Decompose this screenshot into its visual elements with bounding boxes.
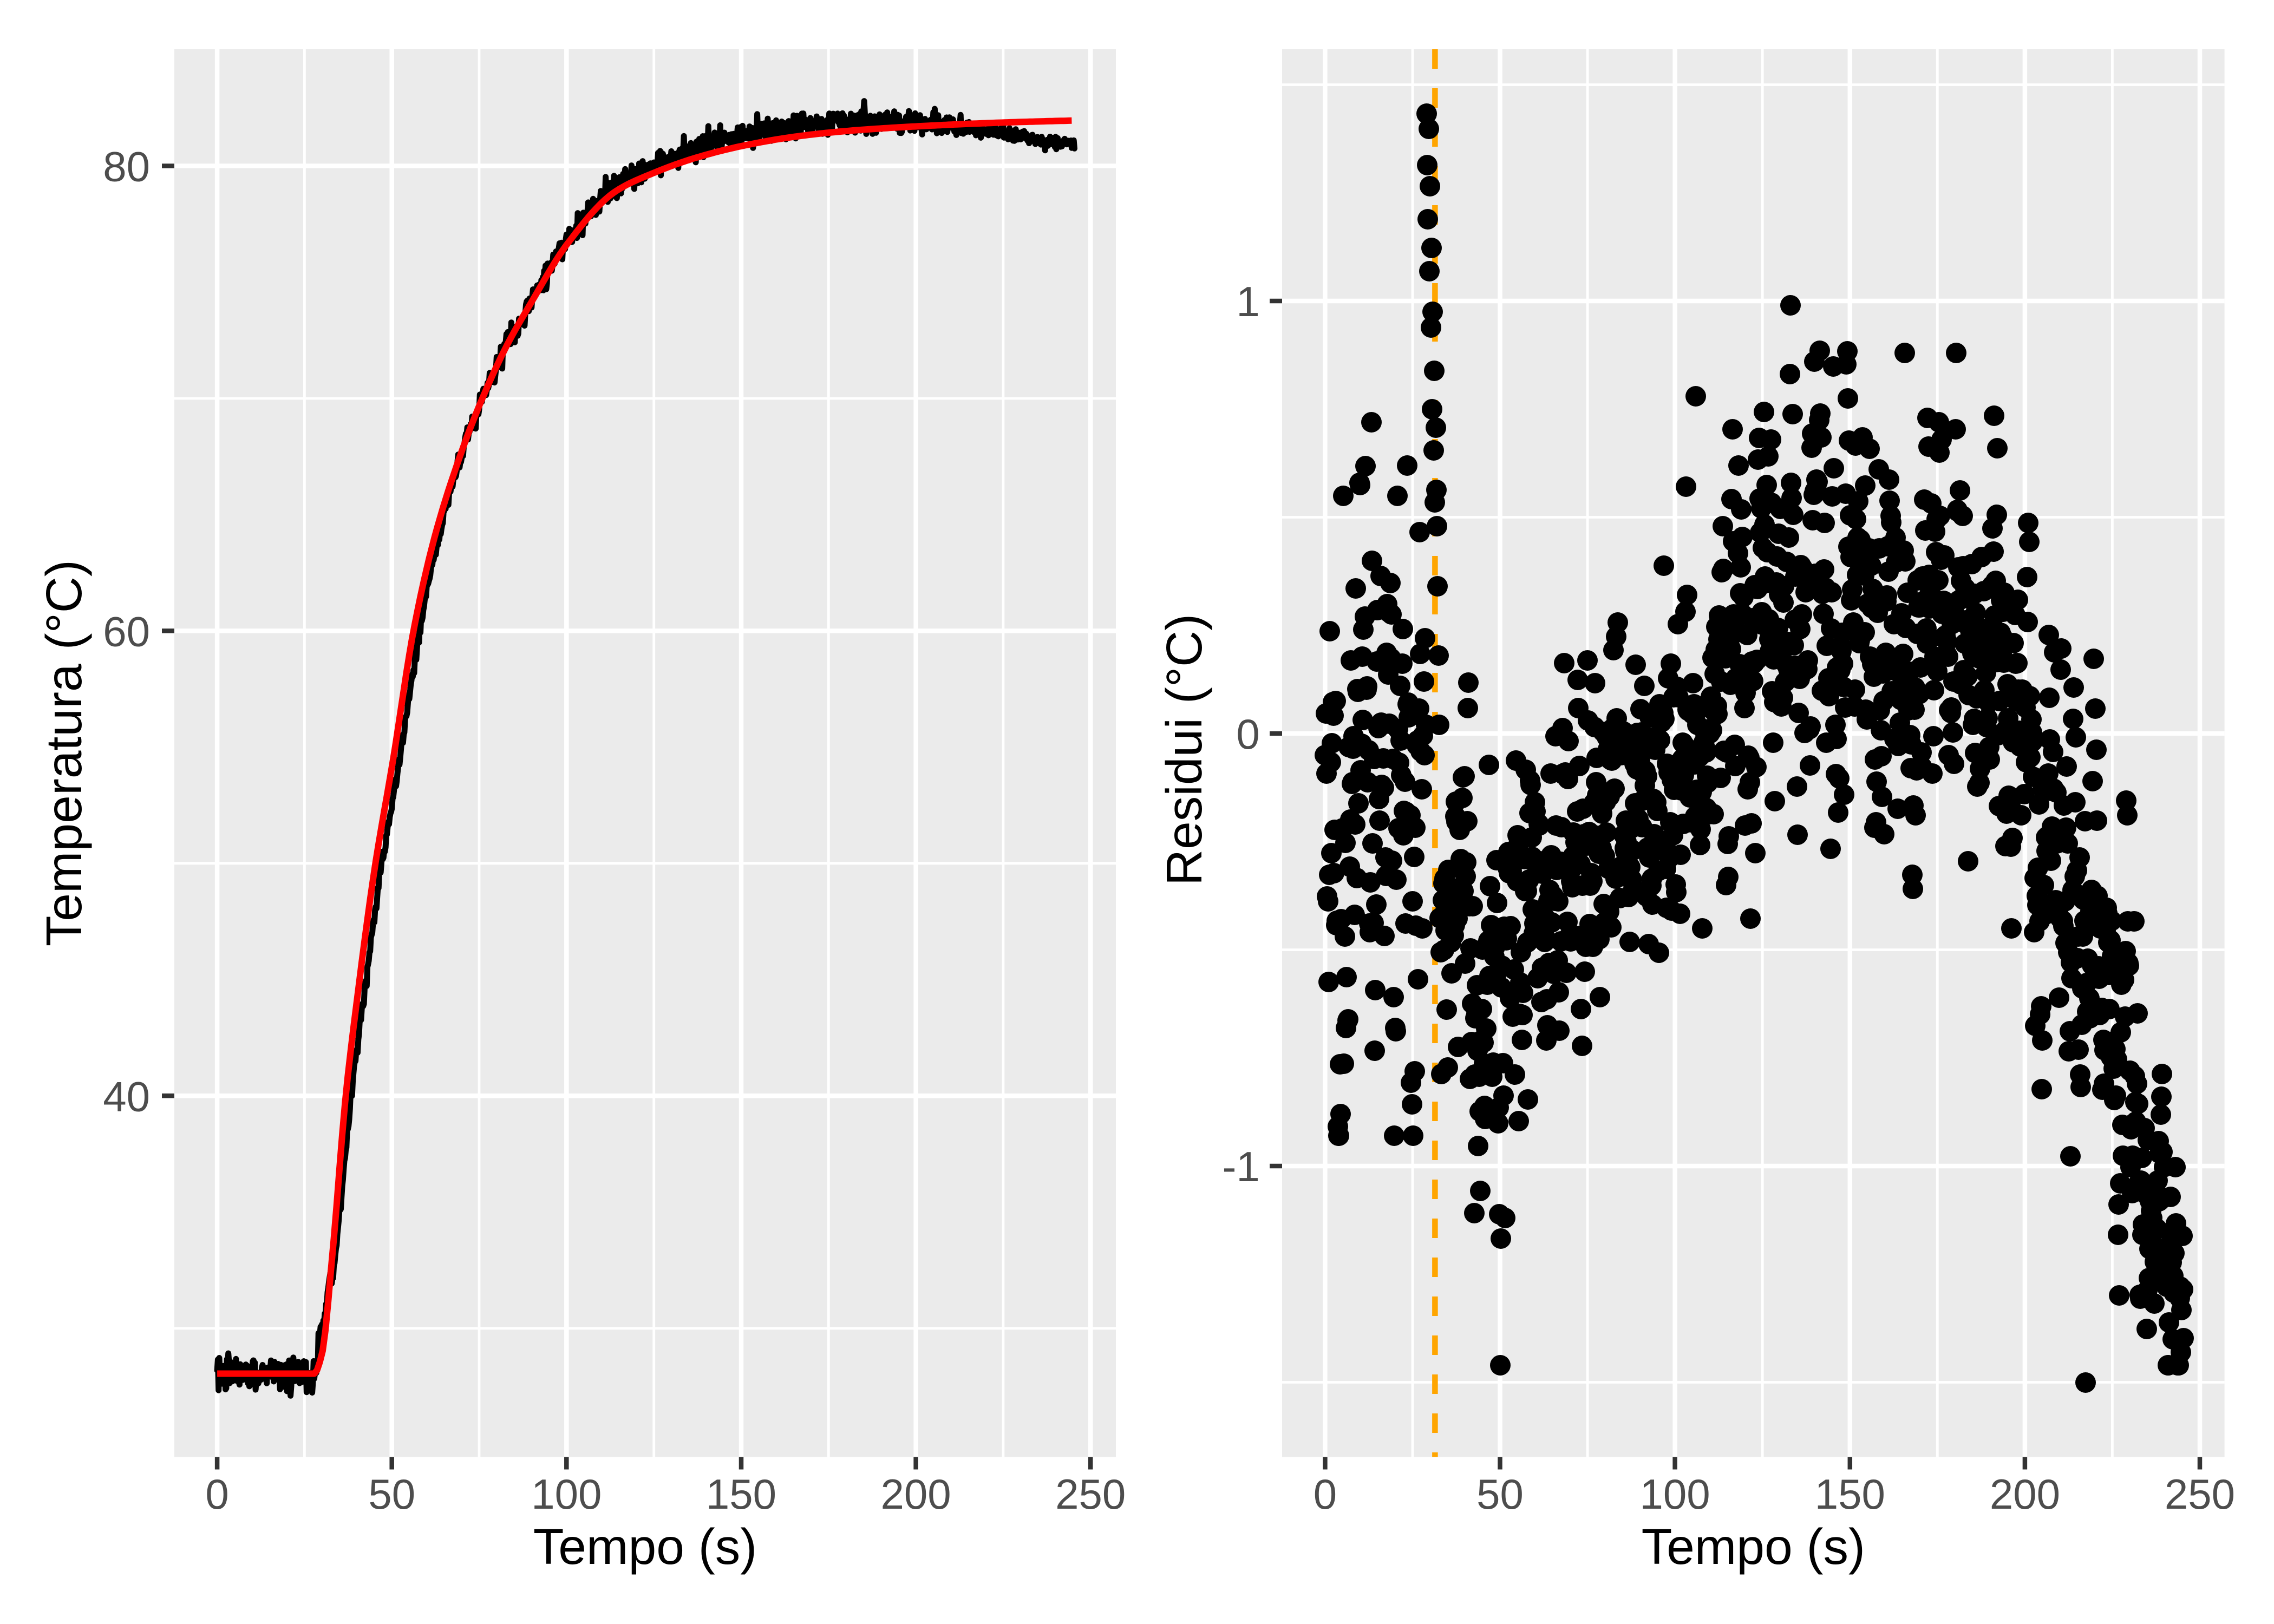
svg-text:80: 80	[103, 143, 150, 191]
svg-text:150: 150	[1815, 1470, 1885, 1518]
svg-text:100: 100	[531, 1470, 602, 1518]
svg-text:50: 50	[1476, 1470, 1524, 1518]
svg-text:200: 200	[881, 1470, 951, 1518]
svg-text:0: 0	[1314, 1470, 1337, 1518]
svg-text:150: 150	[706, 1470, 776, 1518]
svg-text:Tempo (s): Tempo (s)	[1642, 1518, 1865, 1575]
svg-text:60: 60	[103, 608, 150, 656]
svg-text:250: 250	[1055, 1470, 1126, 1518]
svg-text:50: 50	[368, 1470, 415, 1518]
svg-text:250: 250	[2165, 1470, 2235, 1518]
svg-text:40: 40	[103, 1073, 150, 1121]
svg-text:-1: -1	[1222, 1143, 1259, 1190]
svg-text:0: 0	[205, 1470, 228, 1518]
svg-text:200: 200	[1990, 1470, 2060, 1518]
svg-text:0: 0	[1236, 710, 1259, 758]
svg-text:Residui (°C): Residui (°C)	[1156, 614, 1212, 886]
svg-text:1: 1	[1236, 278, 1259, 325]
svg-text:Temperatura (°C): Temperatura (°C)	[36, 560, 92, 946]
svg-text:100: 100	[1640, 1470, 1710, 1518]
svg-text:Tempo (s): Tempo (s)	[533, 1518, 757, 1575]
